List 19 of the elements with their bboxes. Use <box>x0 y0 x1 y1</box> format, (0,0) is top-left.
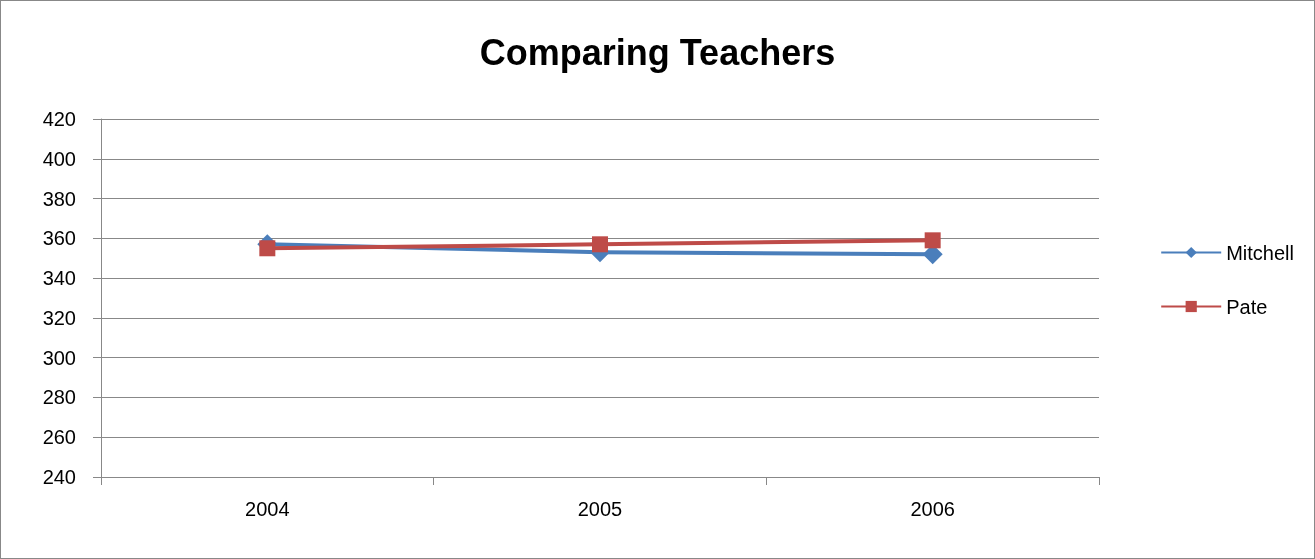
legend-label: Mitchell <box>1226 241 1294 264</box>
y-tick-label: 280 <box>42 386 76 409</box>
y-tick-label: 420 <box>42 108 76 130</box>
y-tick-label: 320 <box>42 306 76 329</box>
x-tick-label: 2004 <box>245 498 290 520</box>
point <box>924 232 941 249</box>
legend-label: Pate <box>1226 295 1268 318</box>
y-tick-label: 380 <box>42 187 76 210</box>
y-tick-label: 340 <box>42 267 76 290</box>
point <box>592 236 608 253</box>
y-tick-label: 240 <box>42 466 76 488</box>
y-tick-label: 300 <box>42 346 76 369</box>
y-tick-label: 360 <box>42 227 76 250</box>
chart-title: Comparing Teachers <box>479 31 836 73</box>
y-tick-label: 400 <box>42 147 76 170</box>
x-tick-label: 2005 <box>577 498 623 520</box>
y-tick-label: 260 <box>42 426 76 449</box>
x-tick-label: 2006 <box>910 498 955 520</box>
point <box>259 240 276 257</box>
